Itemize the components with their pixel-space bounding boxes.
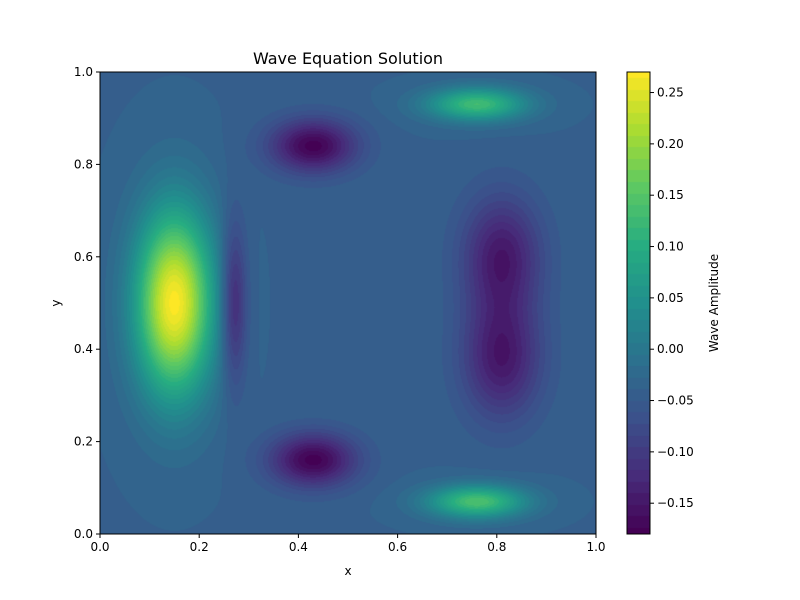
colorbar-tick-label: 0.00 <box>657 342 684 356</box>
heatmap-canvas <box>100 72 596 534</box>
colorbar-tick-label: 0.15 <box>657 188 684 202</box>
x-tick-label: 0.6 <box>388 540 407 554</box>
colorbar-frame <box>626 71 651 535</box>
colorbar-tick-label: −0.05 <box>657 394 694 408</box>
x-axis-label: x <box>344 564 351 578</box>
y-tick-label: 0.8 <box>74 157 93 171</box>
y-tick-label: 0.6 <box>74 250 93 264</box>
colorbar-ticks: −0.15 −0.10 −0.05 0.00 0.05 0.10 0.15 0.20 0.25 <box>650 86 694 510</box>
colorbar <box>626 71 651 535</box>
x-tick-label: 1.0 <box>586 540 605 554</box>
x-tick-label: 0.4 <box>289 540 308 554</box>
plot-area <box>99 71 597 535</box>
y-axis: 0.0 0.2 0.4 0.6 0.8 1.0 <box>74 65 100 541</box>
colorbar-canvas <box>627 72 650 534</box>
y-tick-label: 0.0 <box>74 527 93 541</box>
y-axis-label: y <box>49 299 63 306</box>
colorbar-tick-label: −0.15 <box>657 496 694 510</box>
plot-frame <box>99 71 597 535</box>
chart-title: Wave Equation Solution <box>253 49 443 68</box>
x-axis: 0.0 0.2 0.4 0.6 0.8 1.0 <box>90 534 606 554</box>
colorbar-gradient <box>627 72 650 534</box>
colorbar-label: Wave Amplitude <box>707 254 721 352</box>
y-tick-label: 0.4 <box>74 342 93 356</box>
colorbar-tick-label: 0.10 <box>657 240 684 254</box>
y-tick-label: 1.0 <box>74 65 93 79</box>
colorbar-tick-label: 0.20 <box>657 137 684 151</box>
heatmap-field <box>100 72 596 534</box>
y-tick-label: 0.2 <box>74 435 93 449</box>
x-tick-label: 0.2 <box>190 540 209 554</box>
colorbar-tick-label: 0.25 <box>657 86 684 100</box>
colorbar-tick-label: −0.10 <box>657 445 694 459</box>
x-tick-label: 0.8 <box>487 540 506 554</box>
x-tick-label: 0.0 <box>90 540 109 554</box>
colorbar-tick-label: 0.05 <box>657 291 684 305</box>
